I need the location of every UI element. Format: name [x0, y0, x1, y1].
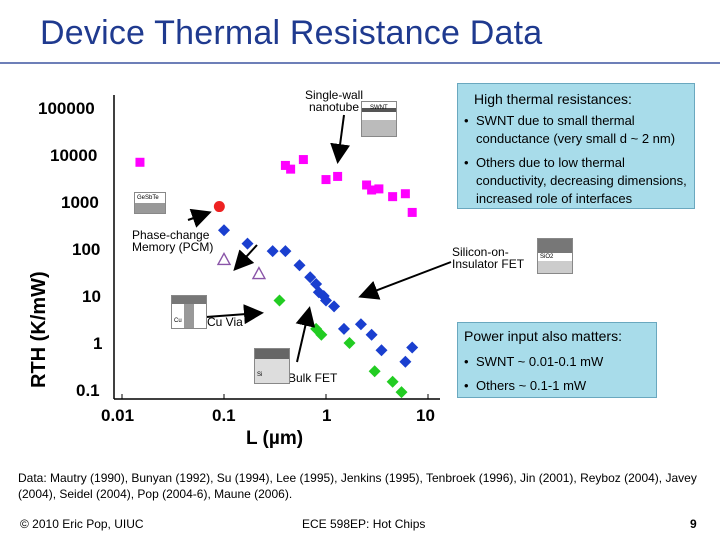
soi-label: Silicon-on- Insulator FET — [452, 245, 525, 271]
y-tick-label: 10 — [82, 287, 101, 306]
power-input-heading: Power input also matters: — [464, 328, 622, 344]
x-tick-label: 10 — [416, 406, 435, 425]
blue-diamond-point — [406, 341, 419, 354]
arrow-soi — [358, 261, 452, 300]
bullet-item: • Others due to low thermal conductivity,… — [464, 155, 687, 206]
green-diamond-point — [273, 294, 286, 307]
blue-diamond-point — [354, 318, 367, 331]
green-diamond-point — [315, 328, 328, 341]
footer-copyright: © 2010 Eric Pop, UIUC — [20, 517, 144, 531]
magenta-square-point — [400, 189, 410, 199]
power-input-box: Power input also matters: • SWNT ~ 0.01-0… — [457, 322, 657, 398]
blue-diamond-point — [375, 344, 388, 357]
high-resistance-box: High thermal resistances: • SWNT due to s… — [457, 83, 695, 209]
x-axis-label: L (µm) — [246, 428, 304, 449]
magenta-square-point — [321, 175, 331, 185]
green-diamond-point — [343, 337, 356, 349]
green-diamond-point — [368, 365, 381, 378]
red-circle-point — [213, 201, 225, 213]
cu-via-thumbnail: Cu — [171, 295, 207, 329]
blue-diamond-point — [365, 328, 378, 341]
pcm-label: Phase-change Memory (PCM) — [132, 228, 214, 254]
slide-title: Device Thermal Resistance Data — [40, 14, 543, 52]
y-tick-label: 1000 — [61, 193, 99, 212]
arrow-swnt — [330, 114, 351, 164]
arrow-cu — [205, 304, 264, 325]
magenta-square-point — [333, 171, 343, 181]
x-tick-label: 0.1 — [212, 406, 236, 425]
blue-diamond-point — [266, 245, 279, 258]
blue-diamond-point — [337, 322, 350, 335]
pcm-device-thumbnail: GeSbTe — [134, 192, 166, 214]
y-tick-label: 100000 — [38, 99, 95, 118]
magenta-square-point — [367, 185, 377, 195]
magenta-square-point — [362, 180, 372, 190]
magenta-square-point — [407, 207, 417, 217]
y-tick-label: 10000 — [50, 146, 98, 165]
blue-diamond-point — [304, 271, 317, 284]
x-tick-label: 0.01 — [101, 406, 135, 425]
footer-course: ECE 598EP: Hot Chips — [302, 517, 426, 531]
magenta-square-point — [298, 155, 308, 165]
green-diamond-point — [386, 375, 399, 388]
soi-device-thumbnail: SiO2 — [537, 238, 573, 274]
blue-diamond-point — [241, 237, 254, 250]
high-resistance-heading: High thermal resistances: — [474, 91, 632, 107]
title-underline — [0, 62, 720, 64]
arrow-bulk — [295, 306, 316, 363]
bulk-fet-label: Bulk FET — [288, 371, 338, 385]
cu-via-label: Cu Via — [207, 315, 243, 329]
swnt-device-thumbnail: SWNT — [361, 101, 397, 137]
magenta-square-point — [388, 192, 398, 202]
y-tick-label: 0.1 — [76, 381, 100, 400]
magenta-square-point — [374, 184, 384, 194]
thermal-resistance-plot — [113, 95, 452, 400]
bullet-item: • SWNT ~ 0.01-0.1 mW — [464, 354, 604, 369]
magenta-square-point — [286, 164, 296, 174]
magenta-square-point — [135, 157, 145, 167]
blue-diamond-point — [293, 259, 306, 272]
purple-triangle-open-point — [251, 266, 267, 280]
magenta-square-point — [280, 160, 290, 170]
bulk-fet-thumbnail: Si — [254, 348, 290, 384]
y-tick-label: 100 — [72, 240, 101, 259]
y-axis-label: RTH (K/mW) — [28, 271, 50, 388]
arrow-pcm — [187, 208, 212, 228]
blue-diamond-point — [399, 355, 412, 368]
blue-diamond-point — [218, 224, 230, 237]
blue-diamond-point — [328, 300, 341, 313]
x-tick-label: 1 — [322, 406, 332, 425]
bullet-item: • SWNT due to small thermal conductance (… — [464, 113, 676, 146]
purple-triangle-open-point — [216, 251, 232, 266]
blue-diamond-point — [279, 245, 292, 258]
bullet-item: • Others ~ 0.1-1 mW — [464, 378, 587, 393]
page-number: 9 — [690, 517, 697, 531]
arrow-pcm-2 — [233, 244, 258, 271]
green-diamond-point — [395, 386, 408, 399]
data-references: Data: Mautry (1990), Bunyan (1992), Su (… — [18, 471, 697, 501]
y-tick-label: 1 — [93, 334, 103, 353]
swnt-label: Single-wall nanotube — [304, 88, 364, 114]
blue-diamond-point — [317, 290, 330, 302]
